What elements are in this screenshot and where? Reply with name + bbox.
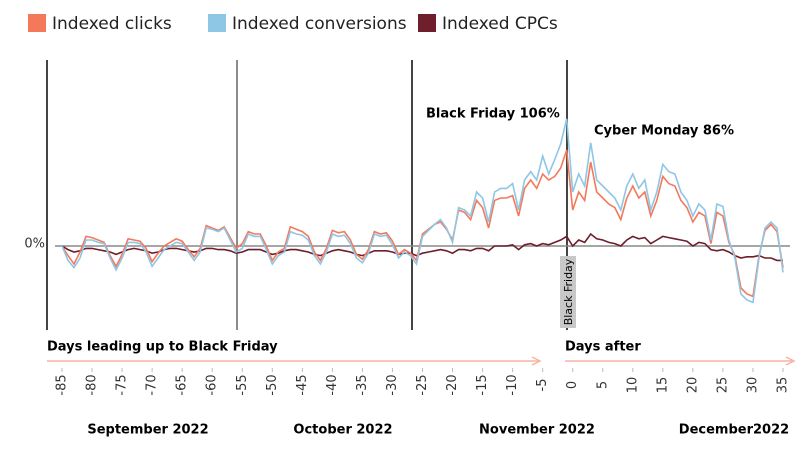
x-tick-label: -25 <box>415 374 430 395</box>
annotation: Black Friday 106% <box>426 107 560 122</box>
x-tick-label: -75 <box>115 374 130 395</box>
annotation: Black Friday <box>562 258 575 325</box>
x-tick-label: 0 <box>565 381 580 389</box>
arrow-head <box>531 356 542 366</box>
month-label: December2022 <box>679 423 789 438</box>
x-tick-label: -35 <box>355 374 370 395</box>
annotation: Cyber Monday 86% <box>594 124 734 139</box>
x-tick-label: -45 <box>295 374 310 395</box>
x-tick-label: -5 <box>535 379 550 392</box>
arrow-head <box>785 356 796 366</box>
legend-label: Indexed conversions <box>232 14 407 34</box>
x-tick-label: -80 <box>85 374 100 395</box>
y-tick-label: 0% <box>24 237 45 252</box>
x-tick-label: 25 <box>715 377 730 394</box>
x-tick-label: 35 <box>776 377 791 394</box>
x-tick-label: -10 <box>505 374 520 395</box>
annotation: Days after <box>565 340 641 355</box>
series-line <box>61 149 784 298</box>
x-tick-label: -40 <box>325 374 340 395</box>
month-label: September 2022 <box>87 423 208 438</box>
legend-label: Indexed clicks <box>52 14 172 34</box>
series-line <box>61 118 784 304</box>
legend-swatch <box>418 14 436 32</box>
x-tick-label: 5 <box>595 381 610 389</box>
x-tick-label: 10 <box>625 377 640 394</box>
legend-swatch <box>28 14 46 32</box>
legend-swatch <box>208 14 226 32</box>
annotation: Days leading up to Black Friday <box>47 340 278 355</box>
x-tick-label: 20 <box>685 377 700 394</box>
x-tick-label: -85 <box>55 374 70 395</box>
x-tick-label: -65 <box>175 374 190 395</box>
month-label: October 2022 <box>293 423 392 438</box>
series-line <box>61 232 783 262</box>
x-tick-label: 30 <box>745 377 760 394</box>
x-tick-label: -70 <box>145 374 160 395</box>
x-tick-label: -60 <box>205 374 220 395</box>
x-tick-label: -55 <box>235 374 250 395</box>
annotation-box <box>560 256 576 328</box>
x-tick-label: -20 <box>445 374 460 395</box>
x-tick-label: -30 <box>385 374 400 395</box>
legend-label: Indexed CPCs <box>442 14 558 34</box>
x-tick-label: -50 <box>265 374 280 395</box>
month-label: November 2022 <box>479 423 595 438</box>
x-tick-label: -15 <box>475 374 490 395</box>
x-tick-label: 15 <box>655 377 670 394</box>
